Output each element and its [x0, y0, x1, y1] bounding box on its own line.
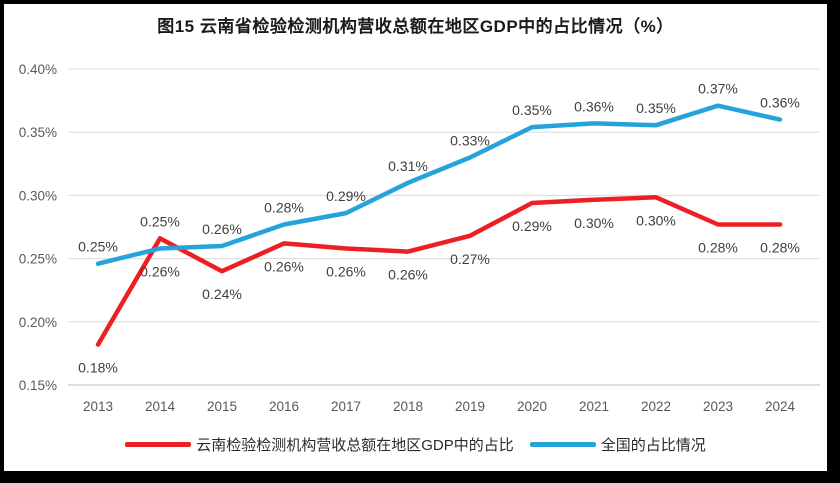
data-label-yunnan: 0.18%: [78, 360, 118, 376]
legend-swatch-yunnan: [125, 442, 192, 447]
data-label-national: 0.28%: [264, 199, 304, 215]
x-axis-tick-label: 2015: [207, 399, 237, 414]
x-axis-tick-label: 2013: [83, 399, 113, 414]
data-label-yunnan: 0.24%: [202, 286, 242, 302]
x-axis-tick-label: 2020: [517, 399, 547, 414]
x-axis-tick-label: 2022: [641, 399, 671, 414]
legend-label-yunnan: 云南检验检测机构营收总额在地区GDP中的占比: [196, 437, 514, 454]
y-axis-tick-label: 0.35%: [19, 125, 57, 140]
data-label-yunnan: 0.28%: [760, 239, 800, 255]
x-axis-tick-label: 2019: [455, 399, 485, 414]
data-label-national: 0.36%: [760, 95, 800, 111]
x-axis-tick-label: 2017: [331, 399, 361, 414]
data-label-national: 0.26%: [140, 263, 180, 279]
data-label-national: 0.26%: [202, 221, 242, 237]
data-label-yunnan: 0.28%: [698, 239, 738, 255]
x-axis-tick-label: 2014: [145, 399, 176, 414]
data-label-yunnan: 0.26%: [388, 267, 428, 283]
data-label-yunnan: 0.25%: [140, 213, 180, 229]
data-label-national: 0.25%: [78, 239, 118, 255]
legend-item-national: 全国的占比情况: [529, 434, 706, 455]
line-chart-canvas: 0.40% 0.35% 0.30% 0.25% 0.20% 0.15% 2013 2014 20…: [19, 62, 820, 414]
chart-legend: 云南检验检测机构营收总额在地区GDP中的占比 全国的占比情况: [4, 434, 827, 455]
x-axis-tick-label: 2021: [579, 399, 609, 414]
y-axis-tick-label: 0.40%: [19, 62, 57, 77]
data-label-yunnan: 0.26%: [326, 263, 366, 279]
legend-item-yunnan: 云南检验检测机构营收总额在地区GDP中的占比: [125, 434, 514, 455]
data-label-yunnan: 0.27%: [450, 251, 490, 267]
data-label-yunnan: 0.29%: [512, 218, 552, 234]
data-label-yunnan: 0.30%: [574, 215, 614, 231]
series-line-yunnan: [95, 195, 783, 347]
chart-title: 图15 云南省检验检测机构营收总额在地区GDP中的占比情况（%）: [157, 17, 674, 36]
series-line-national: [95, 103, 783, 266]
x-axis-tick-label: 2016: [269, 399, 299, 414]
y-axis-tick-label: 0.20%: [19, 315, 57, 330]
legend-label-national: 全国的占比情况: [600, 437, 706, 454]
data-label-yunnan: 0.30%: [636, 212, 676, 228]
data-label-national: 0.37%: [698, 81, 738, 97]
data-label-national: 0.36%: [574, 98, 614, 114]
x-axis-tick-label: 2018: [393, 399, 423, 414]
x-axis-tick-label: 2023: [703, 399, 733, 414]
x-axis-tick-label: 2024: [765, 399, 796, 414]
data-label-national: 0.35%: [512, 102, 552, 118]
data-label-national: 0.29%: [326, 188, 366, 204]
y-axis-tick-label: 0.30%: [19, 188, 57, 203]
data-label-national: 0.35%: [636, 100, 676, 116]
legend-swatch-national: [529, 442, 596, 447]
y-axis-tick-label: 0.15%: [19, 378, 57, 393]
data-label-national: 0.33%: [450, 132, 490, 148]
y-axis-tick-label: 0.25%: [19, 252, 57, 267]
data-label-yunnan: 0.26%: [264, 258, 304, 274]
data-label-national: 0.31%: [388, 158, 428, 174]
